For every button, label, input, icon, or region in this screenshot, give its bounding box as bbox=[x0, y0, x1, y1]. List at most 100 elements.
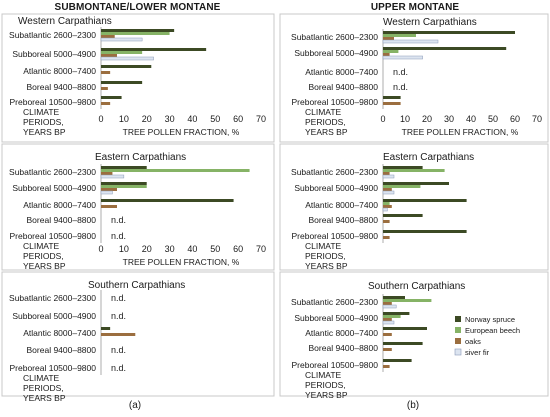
periods-label: CLIMATE bbox=[305, 370, 342, 380]
bar-norway-spruce bbox=[383, 312, 410, 315]
legend-label: siver fir bbox=[465, 348, 490, 357]
period-label: Atlantic 8000–7400 bbox=[23, 200, 96, 210]
bar-oaks bbox=[101, 102, 111, 105]
bar-oaks bbox=[101, 87, 108, 90]
bar-norway-spruce bbox=[383, 166, 423, 169]
nd-label: n.d. bbox=[111, 231, 126, 241]
bar-oaks bbox=[101, 35, 115, 38]
bar-oaks bbox=[383, 333, 392, 336]
nd-label: n.d. bbox=[111, 311, 126, 321]
period-label: Subatlantic 2600–2300 bbox=[9, 167, 96, 177]
bar-oaks bbox=[101, 188, 117, 191]
bar-siver-fir bbox=[382, 320, 395, 325]
bar-siver-fir bbox=[100, 56, 154, 61]
panel-title: Eastern Carpathians bbox=[95, 152, 186, 163]
bar-siver-fir bbox=[100, 174, 125, 179]
x-tick-label: 0 bbox=[98, 244, 103, 254]
periods-label: YEARS BP bbox=[305, 390, 348, 400]
period-label: Boreal 9400–8800 bbox=[27, 82, 97, 92]
left-column-heading: SUBMONTANE/LOWER MONTANE bbox=[54, 2, 221, 13]
periods-label: PERIODS, bbox=[23, 251, 64, 261]
panel-frame bbox=[1, 143, 275, 271]
legend-label: oaks bbox=[465, 337, 481, 346]
nd-label: n.d. bbox=[111, 363, 126, 373]
bar-oaks bbox=[383, 348, 392, 351]
bar-norway-spruce bbox=[383, 182, 449, 185]
bar-oaks bbox=[101, 172, 113, 175]
periods-label: PERIODS, bbox=[305, 117, 346, 127]
bar-european-beech bbox=[101, 169, 250, 172]
bar-siver-fir bbox=[382, 190, 395, 195]
bar-oaks bbox=[101, 54, 117, 57]
x-tick-label: 20 bbox=[142, 114, 152, 124]
periods-label: CLIMATE bbox=[23, 241, 60, 251]
bar-european-beech bbox=[383, 185, 421, 188]
period-label: Subatlantic 2600–2300 bbox=[291, 167, 378, 177]
x-tick-label: 10 bbox=[119, 244, 129, 254]
period-label: Boreal 9400–8800 bbox=[27, 345, 97, 355]
x-tick-label: 30 bbox=[444, 114, 454, 124]
panel-title: Western Carpathians bbox=[383, 17, 477, 28]
x-tick-label: 20 bbox=[142, 244, 152, 254]
bar-norway-spruce bbox=[101, 96, 122, 99]
period-label: Atlantic 8000–7400 bbox=[305, 328, 378, 338]
period-label: Preboreal 10500–9800 bbox=[10, 97, 97, 107]
x-tick-label: 40 bbox=[187, 114, 197, 124]
panel-title: Western Carpathians bbox=[18, 16, 112, 27]
bar-oaks bbox=[383, 365, 390, 368]
bar-siver-fir bbox=[382, 55, 423, 60]
bar-oaks bbox=[383, 205, 392, 208]
x-tick-label: 60 bbox=[233, 244, 243, 254]
x-axis-label: TREE POLLEN FRACTION, % bbox=[123, 257, 240, 267]
panel-frame bbox=[1, 13, 275, 143]
x-tick-label: 30 bbox=[165, 114, 175, 124]
bar-norway-spruce bbox=[383, 296, 405, 299]
period-label: Subatlantic 2600–2300 bbox=[9, 30, 96, 40]
bar-oaks bbox=[383, 220, 390, 223]
nd-label: n.d. bbox=[111, 345, 126, 355]
x-tick-label: 50 bbox=[488, 114, 498, 124]
period-label: Atlantic 8000–7400 bbox=[23, 328, 96, 338]
periods-label: YEARS BP bbox=[23, 127, 66, 137]
period-label: Atlantic 8000–7400 bbox=[305, 67, 378, 77]
period-label: Boreal 9400–8800 bbox=[309, 82, 379, 92]
x-tick-label: 40 bbox=[466, 114, 476, 124]
bar-norway-spruce bbox=[101, 199, 234, 202]
period-label: Preboreal 10500–9800 bbox=[292, 231, 379, 241]
x-tick-label: 0 bbox=[380, 114, 385, 124]
x-tick-label: 20 bbox=[422, 114, 432, 124]
periods-label: PERIODS, bbox=[305, 380, 346, 390]
bar-oaks bbox=[383, 172, 390, 175]
bar-european-beech bbox=[383, 169, 445, 172]
bar-siver-fir bbox=[100, 190, 113, 195]
legend-swatch bbox=[455, 327, 461, 333]
periods-label: YEARS BP bbox=[305, 127, 348, 137]
periods-label: PERIODS, bbox=[305, 251, 346, 261]
bar-norway-spruce bbox=[383, 199, 467, 202]
bar-oaks bbox=[383, 236, 390, 239]
period-label: Preboreal 10500–9800 bbox=[292, 97, 379, 107]
x-tick-label: 70 bbox=[532, 114, 542, 124]
period-label: Subboreal 5000–4900 bbox=[12, 183, 96, 193]
periods-label: CLIMATE bbox=[23, 373, 60, 383]
bar-norway-spruce bbox=[101, 182, 147, 185]
bar-norway-spruce bbox=[101, 327, 111, 330]
periods-label: YEARS BP bbox=[305, 261, 348, 271]
bar-norway-spruce bbox=[383, 47, 507, 50]
panel-title: Southern Carpathians bbox=[88, 280, 185, 291]
bar-norway-spruce bbox=[101, 65, 152, 68]
bar-norway-spruce bbox=[383, 327, 427, 330]
period-label: Boreal 9400–8800 bbox=[309, 343, 379, 353]
bar-european-beech bbox=[383, 299, 432, 302]
period-label: Boreal 9400–8800 bbox=[27, 215, 97, 225]
right-column-label: (b) bbox=[406, 400, 420, 411]
panel-frame bbox=[279, 13, 549, 143]
panel-frame bbox=[279, 143, 549, 271]
bar-european-beech bbox=[383, 202, 390, 205]
legend-swatch bbox=[455, 316, 461, 322]
x-axis-label: TREE POLLEN FRACTION, % bbox=[123, 127, 240, 137]
x-tick-label: 0 bbox=[98, 114, 103, 124]
bar-european-beech bbox=[383, 34, 416, 37]
bar-norway-spruce bbox=[101, 29, 175, 32]
x-tick-label: 30 bbox=[165, 244, 175, 254]
